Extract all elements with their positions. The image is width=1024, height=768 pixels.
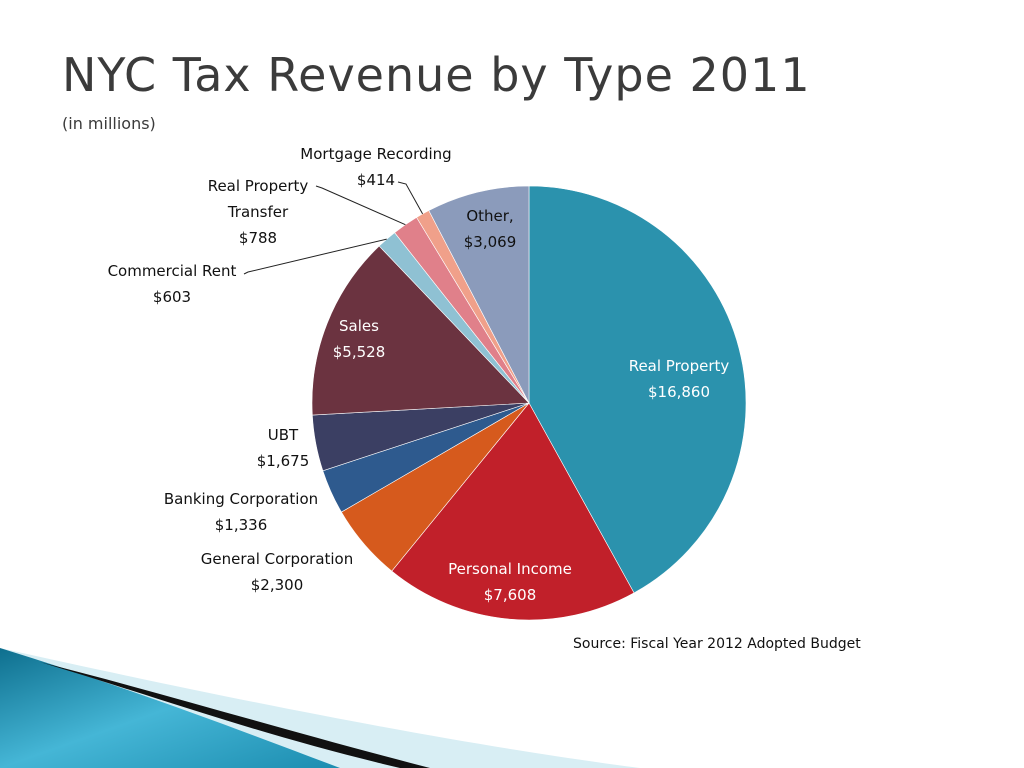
slice-label-mortgage-recording: Mortgage Recording — [300, 145, 451, 163]
leader-lines — [243, 181, 424, 275]
pie-slice-sales — [311, 245, 530, 416]
slice-label-general-corporation: General Corporation — [201, 550, 354, 568]
slice-label-sales: Sales — [339, 317, 379, 335]
slice-value-real-property: $16,860 — [648, 383, 710, 401]
slice-label-real-property: Real Property — [629, 357, 730, 375]
slice-value-commercial-rent: $603 — [153, 288, 191, 306]
pie-slices — [311, 185, 747, 621]
slice-value-banking-corporation: $1,336 — [215, 516, 268, 534]
slice-label-banking-corporation: Banking Corporation — [164, 490, 318, 508]
slice-value-general-corporation: $2,300 — [251, 576, 304, 594]
slice-label-commercial-rent: Commercial Rent — [108, 262, 237, 280]
decorative-swoosh — [0, 648, 640, 768]
leader-line-real-property-transfer — [315, 185, 406, 226]
pie-slice-real-property — [528, 185, 747, 594]
pie-slice-personal-income — [391, 402, 635, 621]
slice-label-ubt: UBT — [268, 426, 299, 444]
leader-line-commercial-rent — [243, 238, 387, 275]
slide-title: NYC Tax Revenue by Type 2011 — [62, 48, 811, 102]
leader-line-mortgage-recording — [397, 181, 424, 215]
slice-value-sales: $5,528 — [333, 343, 386, 361]
slice-value-real-property-transfer: $788 — [239, 229, 277, 247]
slice-value-other: $3,069 — [464, 233, 517, 251]
slice-labels: Real Property $16,860 Personal Income $7… — [108, 145, 730, 604]
source-note: Source: Fiscal Year 2012 Adopted Budget — [573, 636, 861, 652]
pie-chart: Real Property $16,860 Personal Income $7… — [108, 145, 747, 621]
slice-value-mortgage-recording: $414 — [357, 171, 395, 189]
slice-label-other: Other, — [466, 207, 513, 225]
slide-subtitle: (in millions) — [62, 114, 156, 133]
slice-value-personal-income: $7,608 — [484, 586, 537, 604]
slice-label-real-property-transfer: Real Property Transfer — [208, 177, 309, 221]
slice-label-personal-income: Personal Income — [448, 560, 572, 578]
slice-value-ubt: $1,675 — [257, 452, 310, 470]
pie-slice-other — [428, 185, 530, 404]
